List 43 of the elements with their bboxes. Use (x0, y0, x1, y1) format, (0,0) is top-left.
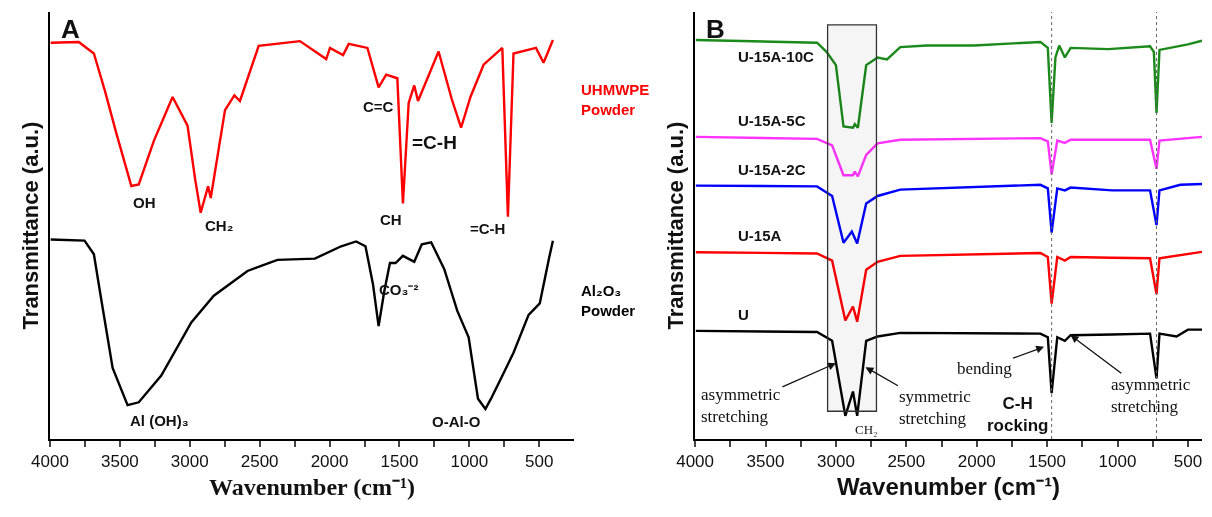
x-tick-label: 4000 (676, 452, 715, 472)
x-tick-label: 3000 (170, 452, 209, 472)
x-tick-label: 4000 (31, 452, 69, 472)
text: Al₂O₃ Powder (581, 282, 636, 319)
y-axis-title: Transmittance (a.u.) (662, 121, 688, 330)
annotation: CH (380, 211, 402, 228)
x-axis-title: Wavenumber (cm⁻¹) (836, 472, 1061, 500)
x-tick-label: 1000 (450, 452, 489, 472)
x-tick-label: 500 (525, 452, 554, 472)
series-label: U-15A-2C (738, 161, 806, 178)
x-tick-label: 3500 (100, 452, 139, 472)
x-tick-label: 3000 (817, 452, 855, 472)
y-axis-title: Transmittance (a.u.) (17, 121, 43, 330)
annotation: C-H rocking (987, 394, 1049, 436)
x-tick-label: 500 (1173, 452, 1203, 472)
x-tick-label: 1000 (1098, 452, 1137, 472)
x-tick-label: 2000 (310, 452, 349, 472)
annotation: symmetric stretching (899, 387, 972, 429)
x-tick-label: 3500 (746, 452, 785, 472)
series-label: U-15A-5C (738, 112, 806, 129)
chart-title: B (706, 14, 725, 44)
chart-title: A (61, 14, 80, 44)
series-label: U (738, 306, 749, 323)
annotation: OH (133, 194, 156, 211)
series-label: U-15A (738, 227, 782, 244)
x-tick-label: 2500 (240, 452, 279, 472)
annotation: =C-H (470, 220, 506, 237)
x-tick-label: 2500 (887, 452, 926, 472)
annotation: CH₂ (205, 217, 234, 234)
annotation: asymmetric stretching (701, 385, 781, 427)
x-tick-label: 1500 (1028, 452, 1067, 472)
annotation: CH₂ (855, 422, 878, 437)
series-label: U-15A-10C (738, 48, 815, 65)
x-tick-label: 1500 (380, 452, 419, 472)
annotation: O-Al-O (432, 413, 481, 430)
x-tick-label: 2000 (957, 452, 996, 472)
x-axis-title: Wavenumber (cm⁻¹) (209, 473, 416, 500)
annotation: asymmetric stretching (1111, 375, 1191, 417)
text: UHMWPE Powder (581, 81, 650, 118)
annotation: C=C (363, 98, 394, 115)
annotation: Al (OH)₃ (130, 412, 189, 429)
annotation: =C-H (412, 132, 457, 153)
annotation: bending (957, 359, 1013, 378)
